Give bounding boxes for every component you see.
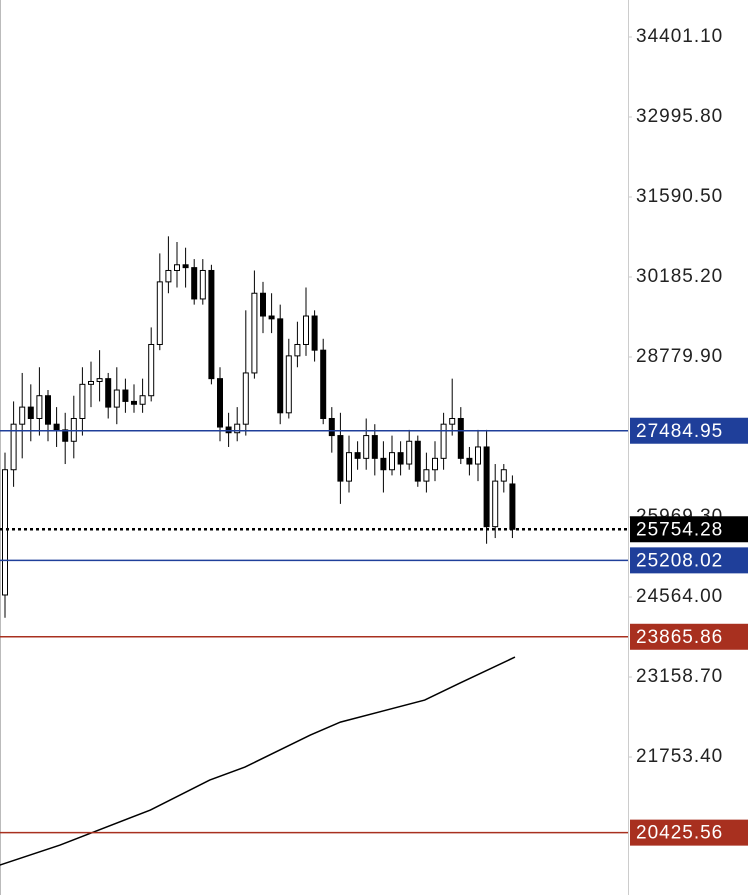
candle-body [148,343,155,397]
candle-body [457,417,464,459]
candle-body [285,355,292,414]
price-level-box [630,516,748,543]
price-level-box [630,819,748,846]
candle-body [337,435,344,482]
candle-body [346,452,352,482]
y-tick-label: 31590.50 [636,186,723,207]
y-tick-label: 30185.20 [636,266,723,287]
y-tick-label: 24564.00 [636,586,723,607]
candle-body [432,457,438,471]
candle-body [423,469,430,482]
candle-body [208,269,215,380]
y-tick-label: 23158.70 [636,666,723,687]
candle-body [79,383,86,419]
candle-body [131,400,137,405]
candle-body [174,264,180,271]
candle-body [122,389,129,402]
candle-body [62,429,69,442]
price-level-label: 27484.95 [636,421,723,442]
candle-body [277,318,284,414]
candle-body [354,452,361,459]
y-tick-label: 28779.90 [636,346,723,367]
candle-body [397,452,404,465]
candle-body [199,269,206,300]
candle-body [156,281,163,345]
candle-body [191,267,198,300]
price-level-box [630,417,748,444]
y-tick-label: 32995.80 [636,106,723,127]
candle-body [88,380,94,385]
candle-body [139,395,146,405]
candle-body [53,423,60,431]
candle-body [414,440,421,482]
candle-body [509,483,516,530]
candle-body [406,440,413,465]
candle-body [389,452,395,471]
candle-body [217,378,223,428]
candle-body [36,395,43,419]
candle-body [242,372,249,425]
price-level-box [630,623,748,650]
candle-body [380,457,387,471]
candle-body [105,378,112,408]
candle-body [45,395,51,425]
candle-body [27,406,34,419]
candle-body [371,435,378,459]
price-level-label: 25208.02 [636,550,723,571]
y-tick-label: 21753.40 [636,746,723,767]
price-level-box [630,547,748,574]
candle-body [294,343,301,357]
candle-body [440,423,447,459]
candle-body [303,315,309,345]
price-level-label: 20425.56 [636,823,723,844]
candle-body [225,426,232,434]
candle-body [492,480,499,528]
candle-body [500,469,507,482]
candle-body [475,446,481,465]
candle-body [182,264,189,269]
candle-body [328,417,335,437]
candle-body [311,315,318,351]
price-level-label: 25754.28 [636,519,723,540]
candle-body [2,469,8,596]
candle-body [96,378,103,382]
moving-average-line [0,656,516,866]
candle-body [70,417,77,442]
y-tick-label: 34401.10 [636,26,723,47]
candle-body [320,349,327,419]
candle-body [10,423,17,471]
candle-body [449,417,456,425]
candle-body [113,389,120,408]
price-level-label: 23865.86 [636,627,723,648]
candle-body [483,446,490,528]
candle-body [234,423,241,434]
candle-body [19,406,26,425]
candle-body [260,292,266,317]
candle-body [251,292,258,374]
candle-body [363,435,370,459]
candle-body [165,269,172,283]
candle-body [268,315,275,320]
candle-body [466,457,473,465]
